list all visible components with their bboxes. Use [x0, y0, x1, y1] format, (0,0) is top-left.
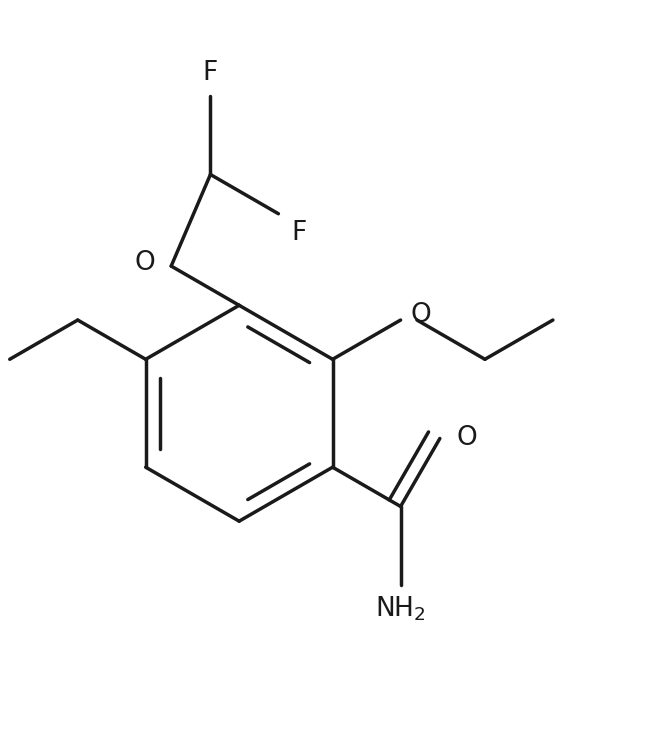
Text: O: O: [456, 426, 477, 452]
Text: F: F: [291, 220, 307, 246]
Text: F: F: [203, 60, 218, 86]
Text: O: O: [410, 301, 431, 328]
Text: NH$_2$: NH$_2$: [375, 595, 426, 623]
Text: O: O: [134, 250, 155, 276]
